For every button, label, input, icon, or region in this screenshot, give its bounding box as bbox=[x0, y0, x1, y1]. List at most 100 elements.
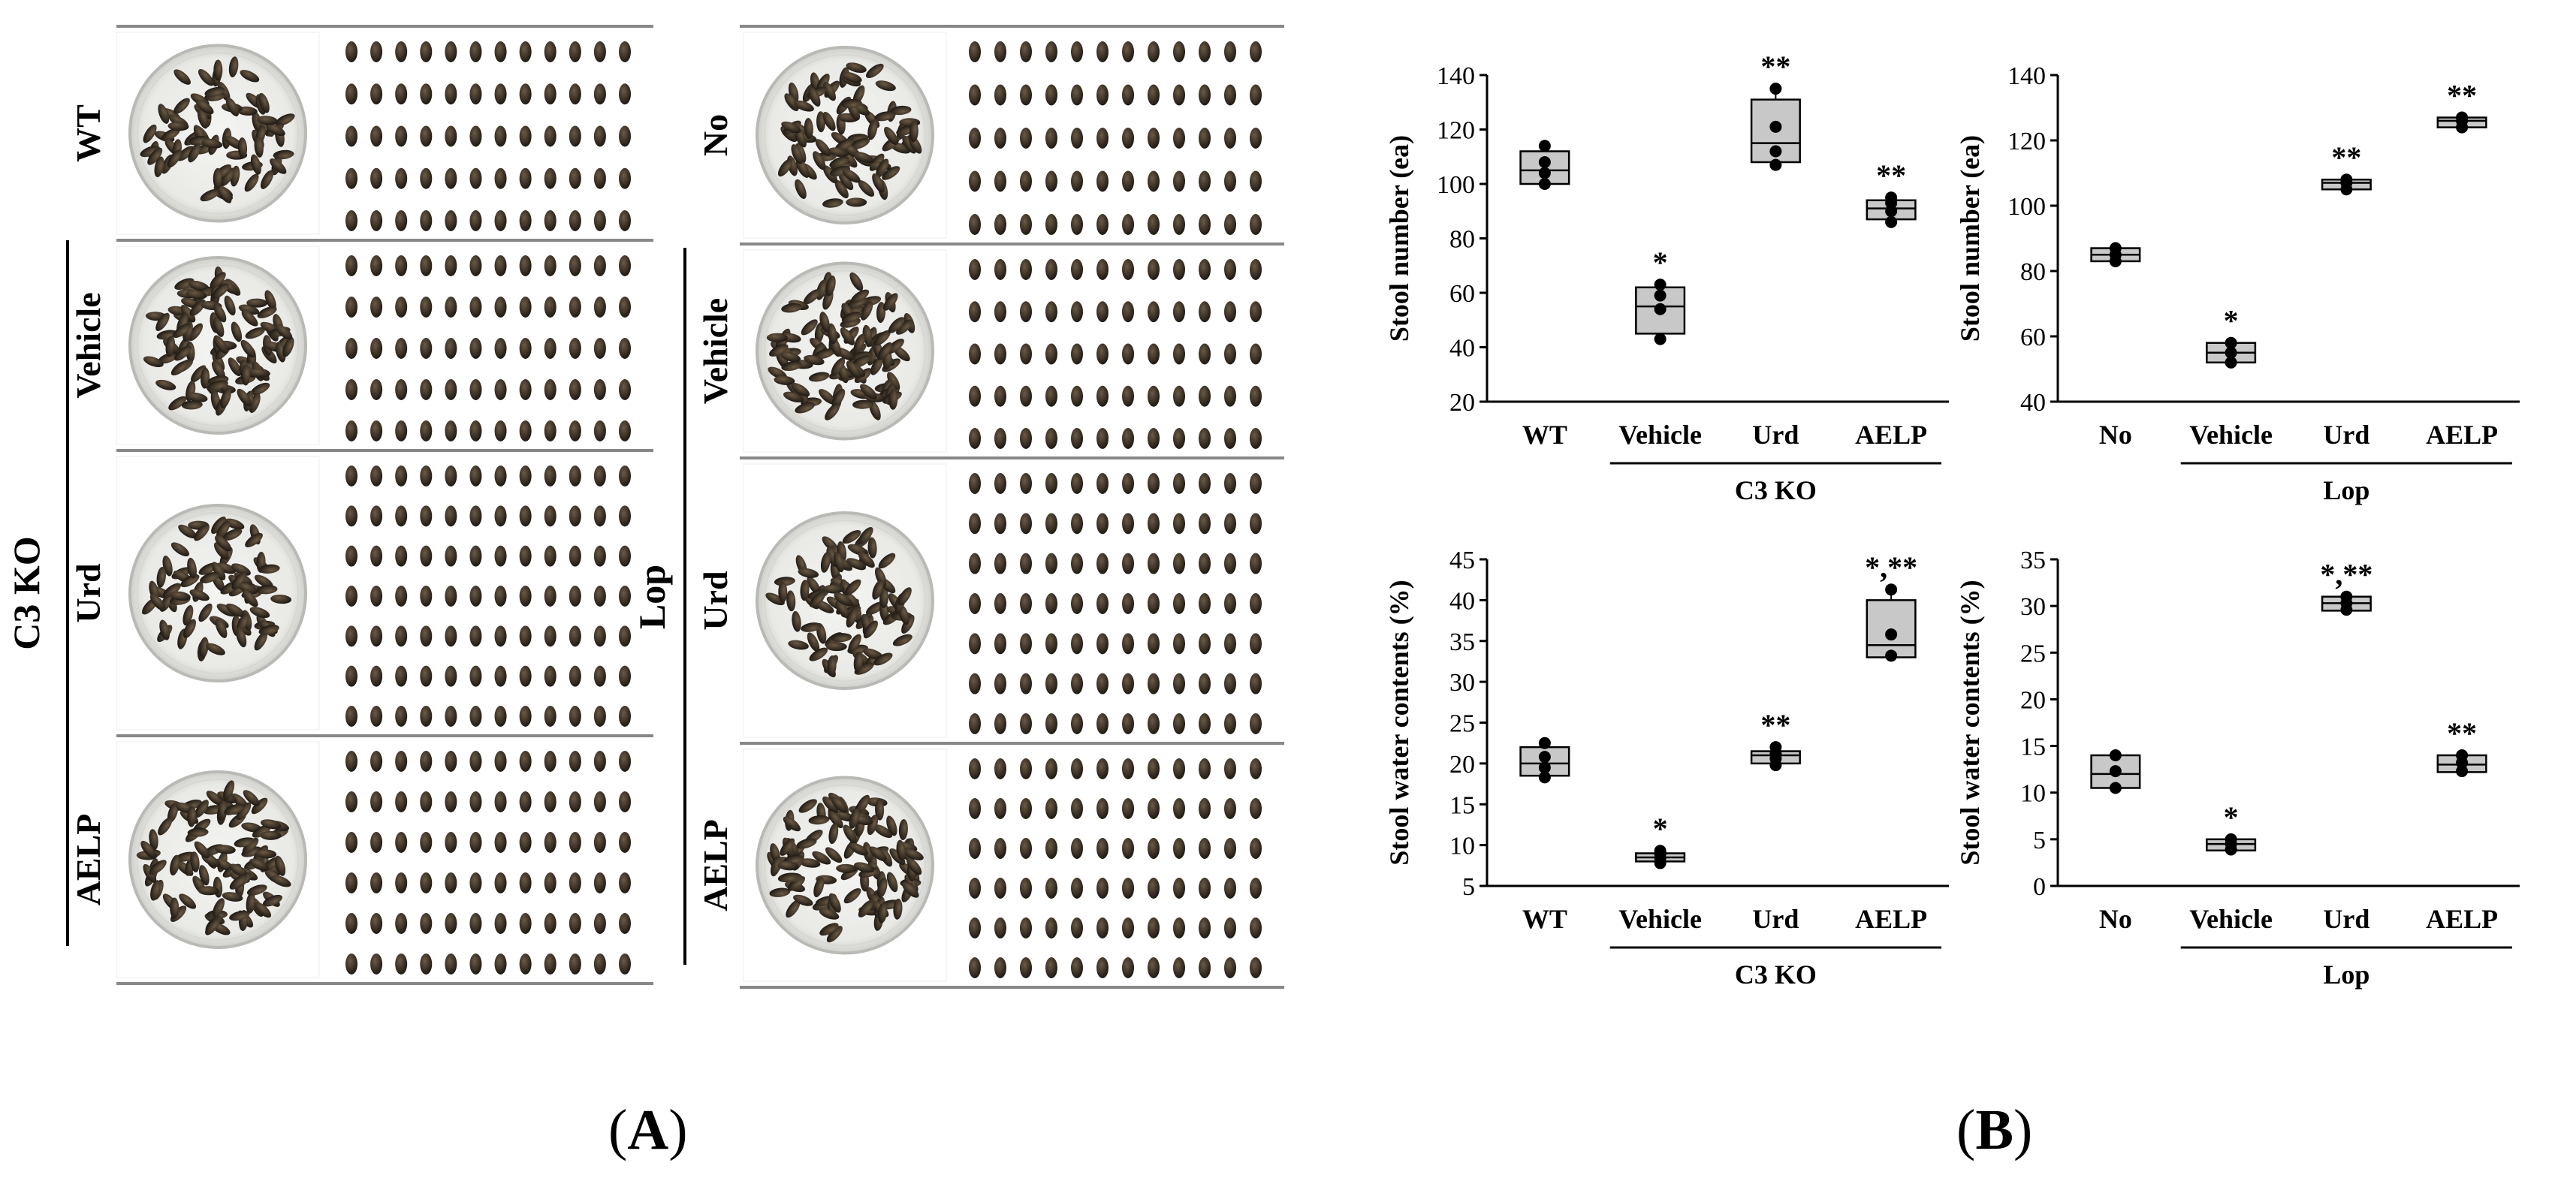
stool-pellet bbox=[183, 619, 196, 639]
stool-pellet bbox=[593, 586, 606, 607]
x-category-label: WT bbox=[1522, 420, 1567, 450]
stool-pellet bbox=[569, 297, 581, 318]
stool-pellet bbox=[158, 352, 179, 364]
x-category-label: AELP bbox=[1855, 420, 1927, 450]
y-axis-label: Stool number (ea) bbox=[1955, 135, 1985, 342]
y-tick-label: 45 bbox=[1449, 547, 1475, 574]
stool-pellet bbox=[869, 846, 887, 862]
stool-pellet bbox=[994, 385, 1006, 407]
stool-pellet bbox=[1071, 473, 1083, 494]
stool-pellet bbox=[829, 156, 849, 168]
stool-pellet bbox=[370, 545, 383, 567]
stool-pellet bbox=[860, 384, 877, 399]
stool-pellet bbox=[569, 125, 581, 147]
stool-pellet bbox=[874, 111, 895, 122]
stool-pellet bbox=[544, 210, 557, 231]
stool-pellet bbox=[1045, 259, 1057, 280]
stool-pellet bbox=[1250, 957, 1262, 978]
stool-pellet bbox=[1148, 633, 1160, 655]
stool-pellet bbox=[165, 336, 176, 357]
row-label: AELP bbox=[696, 819, 734, 911]
stool-pellet bbox=[619, 751, 631, 772]
stool-pellet bbox=[569, 210, 581, 231]
data-point bbox=[2109, 242, 2122, 255]
stool-pellet bbox=[469, 379, 482, 400]
stool-pellet bbox=[212, 898, 225, 918]
stool-pellet bbox=[1020, 798, 1032, 819]
stool-pellet bbox=[494, 255, 507, 276]
stool-pellet bbox=[1224, 758, 1236, 779]
stool-pellet bbox=[258, 625, 279, 635]
y-tick-label: 30 bbox=[1449, 669, 1475, 697]
stool-pellet bbox=[1045, 758, 1057, 779]
stool-pellet bbox=[872, 173, 885, 193]
stool-pellet bbox=[1173, 593, 1185, 614]
stool-pellet bbox=[445, 41, 457, 62]
stool-pellet bbox=[1096, 301, 1109, 323]
stool-pellet bbox=[222, 529, 243, 541]
stool-pellet bbox=[420, 545, 433, 567]
stool-pellet bbox=[469, 665, 482, 687]
stool-pellet bbox=[1096, 878, 1109, 899]
stool-pellet bbox=[1199, 758, 1211, 779]
stool-pellet bbox=[1045, 633, 1057, 655]
stool-pellet bbox=[173, 69, 191, 85]
stool-pellet bbox=[1173, 259, 1185, 280]
stool-pellet bbox=[241, 364, 251, 386]
stool-pellet bbox=[519, 379, 532, 400]
stool-pellet bbox=[887, 372, 900, 391]
stool-pellet bbox=[519, 210, 532, 231]
stool-pellet bbox=[619, 420, 631, 441]
stool-pellet bbox=[224, 803, 244, 815]
stool-pellet bbox=[569, 83, 581, 105]
stool-pellet bbox=[445, 625, 457, 647]
stool-pellet bbox=[1045, 838, 1057, 859]
pellet-grid-background bbox=[954, 250, 1277, 452]
stool-pellet bbox=[395, 791, 408, 812]
stool-pellet bbox=[420, 83, 433, 105]
stool-pellet bbox=[469, 706, 482, 727]
stool-pellet bbox=[1250, 553, 1262, 574]
stool-pellet bbox=[445, 83, 457, 105]
stool-pellet bbox=[229, 874, 247, 890]
stool-pellet bbox=[1122, 259, 1134, 280]
stool-pellet bbox=[544, 545, 557, 567]
stool-pellet bbox=[593, 791, 606, 812]
stool-pellet bbox=[229, 910, 250, 921]
stool-pellet bbox=[994, 633, 1006, 655]
stool-pellet bbox=[1224, 259, 1236, 280]
data-point bbox=[1885, 649, 1898, 662]
stool-pellet bbox=[848, 634, 861, 653]
stool-pellet bbox=[1173, 713, 1185, 734]
right-photo-column: No Vehicle Urd AELP Lop bbox=[631, 25, 1284, 989]
data-point bbox=[2456, 111, 2469, 124]
data-point bbox=[1885, 215, 1898, 228]
stool-pellet bbox=[469, 125, 482, 147]
stool-pellet bbox=[176, 146, 195, 161]
stool-pellet bbox=[820, 552, 831, 573]
stool-pellet bbox=[969, 758, 981, 779]
stool-pellet bbox=[544, 41, 557, 62]
stool-pellet bbox=[1096, 473, 1109, 494]
group-label: C3 KO bbox=[1735, 475, 1817, 505]
stool-pellet bbox=[593, 255, 606, 276]
stool-pellet bbox=[345, 210, 357, 231]
stool-pellet bbox=[873, 330, 891, 346]
stool-pellet bbox=[1045, 593, 1057, 614]
stool-pellet bbox=[840, 327, 855, 345]
stool-pellet bbox=[1071, 798, 1083, 819]
y-tick-label: 40 bbox=[1449, 587, 1475, 615]
data-point bbox=[2340, 590, 2353, 603]
stool-pellet bbox=[814, 322, 825, 344]
stool-pellet bbox=[1071, 343, 1083, 365]
stool-pellet bbox=[494, 954, 507, 975]
stool-pellet bbox=[395, 586, 408, 607]
stool-pellet bbox=[1224, 633, 1236, 655]
stool-pellet bbox=[1096, 385, 1109, 407]
stool-pellet bbox=[181, 400, 203, 410]
stool-pellet bbox=[809, 647, 828, 661]
stool-pellet bbox=[215, 618, 228, 638]
stool-pellet bbox=[969, 84, 981, 106]
stool-pellet bbox=[1071, 878, 1083, 899]
stool-pellet bbox=[1020, 41, 1032, 62]
